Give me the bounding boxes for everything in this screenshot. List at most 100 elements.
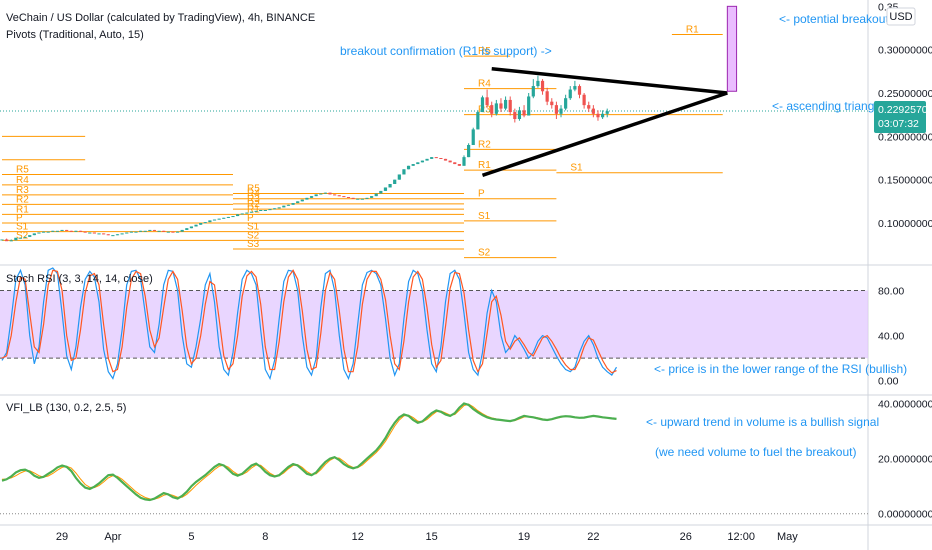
candle-body-down <box>457 164 461 166</box>
candle-body-down <box>92 232 96 234</box>
candle-body-down <box>342 196 346 198</box>
candle-body-up <box>226 216 230 218</box>
candle-body-up <box>383 187 388 191</box>
candle-body-up <box>517 110 522 119</box>
candle-body-up <box>14 237 18 241</box>
candle-body-up <box>494 103 498 114</box>
stoch-series-d <box>1 269 617 374</box>
candle-body-up <box>365 197 369 199</box>
stoch-axis-tick-label: 0.00 <box>878 376 899 388</box>
candle-body-up <box>531 86 535 97</box>
vfi-axis-tick-label: 40.00000000 <box>878 399 932 411</box>
pivot-label: R5 <box>16 164 29 175</box>
vfi-axis-tick-label: 20.00000000 <box>878 454 932 466</box>
symbol-title: VeChain / US Dollar (calculated by Tradi… <box>6 12 315 24</box>
candle-body-up <box>212 219 217 221</box>
pivot-label: R1 <box>478 160 491 171</box>
candle-body-up <box>268 209 272 211</box>
annotation-potential-breakout: <- potential breakout <box>779 12 889 26</box>
candle-body-up <box>120 233 124 235</box>
candle-body-down <box>443 158 448 161</box>
annotation-volume-note: <- upward trend in volume is a bullish s… <box>646 415 879 429</box>
candle-body-up <box>568 89 572 99</box>
candle-body-down <box>545 91 549 102</box>
candle-body-up <box>319 193 323 195</box>
pivot-label: S1 <box>478 211 491 222</box>
candle-body-down <box>513 112 517 119</box>
candle-body-up <box>32 233 36 236</box>
time-axis-tick-label: 12 <box>352 531 364 543</box>
last-price-value: 0.22925702 <box>878 104 932 116</box>
pivot-label: P <box>16 213 23 224</box>
triangle-layer <box>481 5 738 177</box>
candle-body-up <box>411 164 415 166</box>
candle-body-up <box>41 231 46 233</box>
candle-body-up <box>245 212 249 214</box>
candle-body-up <box>37 232 41 234</box>
candle-body-up <box>134 231 138 233</box>
candle-body-down <box>162 230 166 232</box>
pivot-label: R2 <box>478 139 491 150</box>
triangle-upper-line <box>491 66 728 95</box>
candle-body-down <box>328 192 332 195</box>
currency-badge-box[interactable] <box>886 7 916 26</box>
candle-body-up <box>139 230 143 232</box>
candle-body-up <box>222 217 226 219</box>
pivot-label: R1 <box>16 204 29 215</box>
candle-body-up <box>379 190 383 194</box>
candle-body-up <box>51 230 55 232</box>
candle-body-down <box>152 229 157 231</box>
axes-layer: 0.10000000 0.15000000 0.20000000 0.25000000… <box>56 1 932 543</box>
candle-body-up <box>111 235 115 237</box>
candle-body-up <box>559 108 563 114</box>
time-axis-tick-label: 15 <box>426 531 438 543</box>
candle-body-up <box>115 234 120 236</box>
candle-body-up <box>272 208 277 210</box>
time-axis-tick-label: 8 <box>262 531 268 543</box>
candle-body-down <box>577 86 582 95</box>
candle-body-up <box>23 236 27 238</box>
candle-body-up <box>564 98 568 109</box>
candle-body-down <box>69 230 73 232</box>
candle-body-up <box>60 229 64 231</box>
candle-body-up <box>601 113 605 118</box>
countdown-timer: 03:07:32 <box>878 118 919 130</box>
candle-body-up <box>125 232 129 234</box>
candle-body-down <box>333 194 337 196</box>
pivot-label: P <box>478 189 485 200</box>
candle-body-up <box>388 184 392 188</box>
vfi-title: VFI_LB (130, 0.2, 2.5, 5) <box>6 402 126 414</box>
triangle-lower-line <box>481 91 728 177</box>
candle-body-up <box>503 99 508 109</box>
candle-body-up <box>356 198 360 200</box>
candle-body-up <box>97 233 101 235</box>
stoch-axis-tick-label: 40.00 <box>878 331 904 343</box>
annotation-breakout-confirmation: breakout confirmation (R1 is support) -> <box>340 44 552 58</box>
breakout-box <box>726 5 738 92</box>
candle-body-down <box>453 162 457 165</box>
vfi-axis-tick-label: 0.00000000 <box>878 509 932 521</box>
pivot-label: R3 <box>16 185 29 196</box>
time-axis-tick-label: 12:00 <box>727 531 755 543</box>
candle-body-down <box>499 103 503 109</box>
candle-body-down <box>5 239 9 242</box>
pivot-label: R5 <box>478 46 491 57</box>
pivot-label: S1 <box>247 222 260 233</box>
pivot-label: S2 <box>16 230 29 241</box>
candle-body-up <box>467 145 471 158</box>
candle-body-up <box>18 237 23 239</box>
candle-body-up <box>573 86 577 90</box>
candle-body-up <box>462 157 466 166</box>
candle-body-up <box>425 158 429 161</box>
candle-body-down <box>582 94 586 106</box>
candle-body-up <box>402 169 406 175</box>
stoch-band <box>0 290 868 359</box>
candle-body-down <box>508 99 512 113</box>
candle-body-up <box>263 210 267 211</box>
candle-body-up <box>203 222 207 224</box>
currency-badge[interactable]: USD <box>889 11 912 23</box>
